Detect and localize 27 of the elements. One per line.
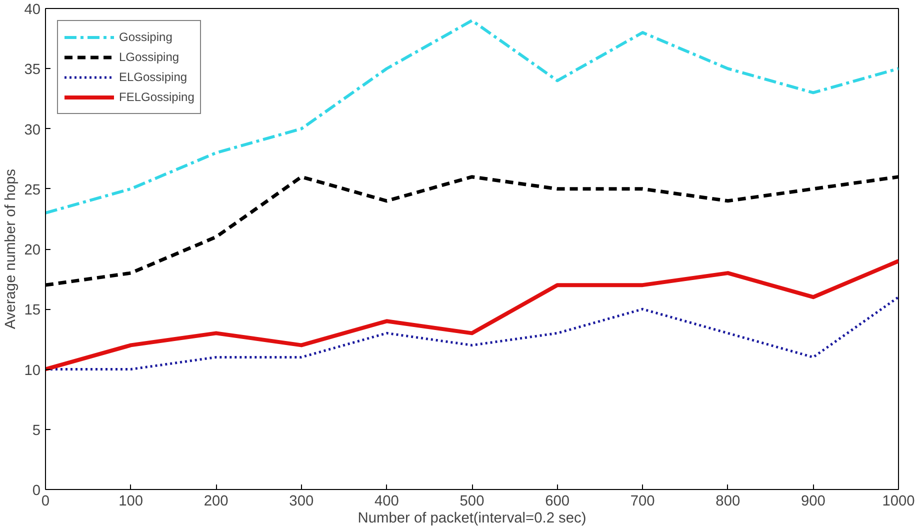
y-tick-label: 15 (24, 302, 41, 319)
y-axis-title: Average number of hops (3, 168, 20, 330)
legend-label: FELGossiping (119, 90, 194, 104)
x-tick-label: 100 (118, 494, 144, 510)
x-tick-label: 800 (716, 494, 740, 510)
line-series (46, 259, 898, 372)
legend-label: ELGossiping (119, 70, 188, 84)
y-tick-label: 20 (24, 242, 41, 258)
legend-label: LGossiping (119, 50, 180, 64)
legend-label: Gossiping (119, 30, 172, 44)
y-tick-label: 30 (24, 122, 41, 138)
x-tick-label: 700 (630, 494, 655, 510)
x-tick-label: 200 (204, 494, 228, 510)
x-tick-label: 300 (289, 494, 314, 510)
y-tick-label: 5 (32, 422, 41, 439)
x-tick-label: 600 (545, 494, 570, 510)
y-tick-label: 25 (24, 182, 41, 198)
y-tick-label: 35 (24, 62, 41, 78)
x-tick-label: 500 (460, 494, 484, 510)
x-tick-label: 1000 (882, 494, 915, 510)
x-tick-label: 900 (800, 494, 826, 510)
x-tick-label: 400 (374, 494, 399, 510)
y-tick-label: 40 (24, 2, 41, 18)
y-tick-label: 0 (32, 483, 41, 499)
x-axis-title: Number of packet(interval=0.2 sec) (358, 510, 586, 526)
y-tick-label: 10 (24, 362, 41, 379)
line-series (46, 19, 898, 214)
